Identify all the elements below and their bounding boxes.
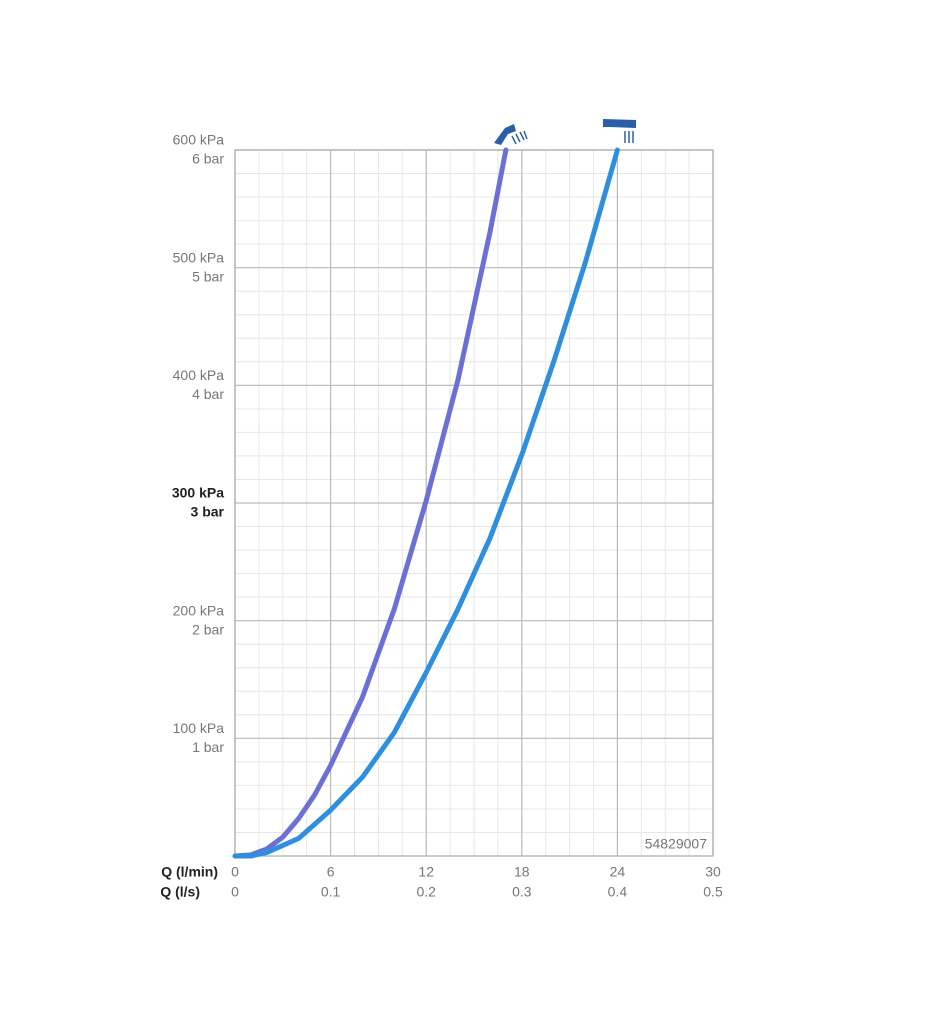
x2-tick-label: 0.2 xyxy=(416,884,436,900)
icon-overhead-shower xyxy=(603,119,636,143)
line-series xyxy=(232,147,509,859)
x2-tick-label: 0.4 xyxy=(608,884,628,900)
annotation: 54829007 xyxy=(645,836,708,852)
x-tick-label: 6 xyxy=(327,864,335,880)
y2-tick-label: 1 bar xyxy=(192,739,224,755)
line-series xyxy=(232,147,620,859)
x-tick-label: 18 xyxy=(514,864,530,880)
x2-tick-label: 0.3 xyxy=(512,884,532,900)
x-tick-label: 0 xyxy=(231,864,239,880)
y-tick-label: 300 kPa xyxy=(172,485,224,501)
y-tick-label: 200 kPa xyxy=(173,602,225,618)
x2-tick-label: 0.1 xyxy=(321,884,341,900)
y2-tick-label: 5 bar xyxy=(192,268,224,284)
icon-hand-shower xyxy=(494,124,528,145)
x-tick-label: 12 xyxy=(418,864,434,880)
y2-tick-label: 3 bar xyxy=(191,504,225,520)
x2-tick-label: 0 xyxy=(231,884,239,900)
x-axis-label: Q (l/min) xyxy=(161,864,218,880)
x-tick-label: 24 xyxy=(610,864,626,880)
y2-tick-label: 4 bar xyxy=(192,386,224,402)
x2-tick-label: 0.5 xyxy=(703,884,723,900)
x-tick-label: 30 xyxy=(705,864,721,880)
y-tick-label: 500 kPa xyxy=(173,249,225,265)
plot-frame xyxy=(234,149,714,857)
y-tick-label: 100 kPa xyxy=(173,720,225,736)
x2-axis-label: Q (l/s) xyxy=(160,884,200,900)
y2-tick-label: 6 bar xyxy=(192,151,224,167)
y2-tick-label: 2 bar xyxy=(192,621,224,637)
y-tick-label: 400 kPa xyxy=(173,367,225,383)
y-tick-label: 600 kPa xyxy=(173,132,225,148)
